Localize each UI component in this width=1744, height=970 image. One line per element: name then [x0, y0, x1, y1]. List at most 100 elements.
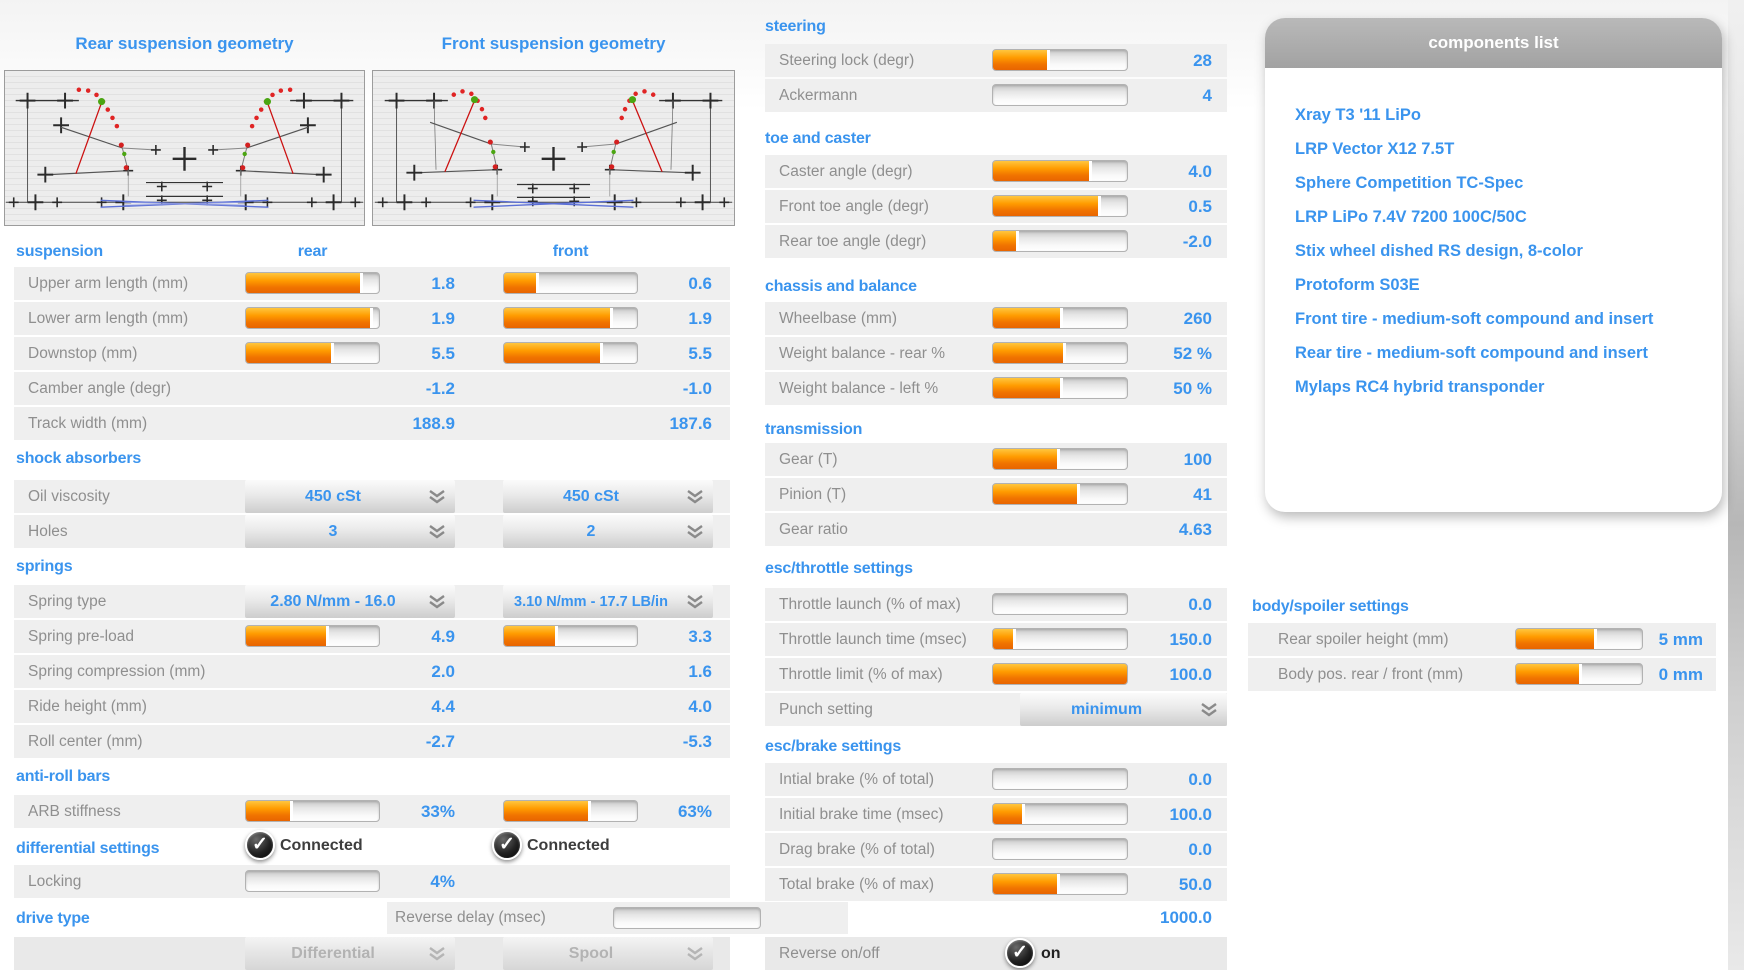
setting-label: Intial brake (% of total) — [779, 771, 935, 788]
rear-toe-slider[interactable] — [992, 230, 1128, 252]
component-item[interactable]: LRP Vector X12 7.5T — [1295, 140, 1455, 158]
steering-lock-slider[interactable] — [992, 49, 1128, 71]
chevron-double-down-icon — [429, 947, 445, 961]
arb-rear-slider[interactable] — [245, 800, 380, 822]
front-toe-value: 0.5 — [1188, 197, 1212, 216]
setting-label: Drag brake (% of total) — [779, 841, 935, 858]
punch-setting-dropdown[interactable]: minimum — [1020, 693, 1227, 726]
slider-fill — [504, 308, 611, 328]
throttle-launch-time-slider[interactable] — [992, 628, 1128, 650]
setting-label: Roll center (mm) — [28, 733, 143, 750]
row-throttle-limit: Throttle limit (% of max) 100.0 — [765, 658, 1227, 691]
upper-arm-front-slider[interactable] — [503, 272, 638, 294]
arb-front-slider[interactable] — [503, 800, 638, 822]
row-pinion: Pinion (T) 41 — [765, 478, 1227, 511]
holes-rear-dropdown[interactable]: 3 — [245, 515, 455, 548]
differential-settings-heading: differential settings — [16, 840, 160, 857]
row-upper-arm-length: Upper arm length (mm) 1.8 0.6 — [14, 267, 730, 300]
spring-preload-front-value: 3.3 — [688, 627, 712, 646]
component-item[interactable]: Protoform S03E — [1295, 276, 1420, 294]
steering-lock-value: 28 — [1193, 51, 1212, 70]
throttle-limit-slider[interactable] — [992, 663, 1128, 685]
row-drive-type: Differential Spool — [14, 937, 730, 970]
setting-label: Spring type — [28, 593, 107, 610]
drive-type-front-dropdown[interactable]: Spool — [503, 937, 713, 970]
slider-fill — [246, 308, 370, 328]
row-throttle-launch-time: Throttle launch time (msec) 150.0 — [765, 623, 1227, 656]
spring-compression-rear-value: 2.0 — [431, 662, 455, 681]
spring-preload-front-slider[interactable] — [503, 625, 638, 647]
weight-balance-left-slider[interactable] — [992, 377, 1128, 399]
lower-arm-front-slider[interactable] — [503, 307, 638, 329]
arb-front-connected-checkbox[interactable] — [492, 830, 522, 860]
component-item[interactable]: Mylaps RC4 hybrid transponder — [1295, 378, 1545, 396]
wheelbase-value: 260 — [1183, 309, 1212, 328]
slider-fill — [993, 196, 1098, 216]
row-rear-toe-angle: Rear toe angle (degr) -2.0 — [765, 225, 1227, 258]
setting-label: Ride height (mm) — [28, 698, 147, 715]
oil-viscosity-front-dropdown[interactable]: 450 cSt — [503, 480, 713, 513]
component-item[interactable]: Sphere Competition TC-Spec — [1295, 174, 1524, 192]
slider-fill — [993, 161, 1090, 181]
spring-preload-rear-slider[interactable] — [245, 625, 380, 647]
row-weight-balance-rear: Weight balance - rear % 52 % — [765, 337, 1227, 370]
row-total-brake: Total brake (% of max) 50.0 — [765, 868, 1227, 901]
pinion-slider[interactable] — [992, 483, 1128, 505]
initial-brake-slider[interactable] — [992, 768, 1128, 790]
slider-fill — [993, 308, 1060, 328]
holes-front-dropdown[interactable]: 2 — [503, 515, 713, 548]
spring-type-front-dropdown[interactable]: 3.10 N/mm - 17.7 LB/in — [503, 585, 713, 618]
row-reverse-delay: Reverse delay (msec) — [387, 902, 848, 934]
initial-brake-time-value: 100.0 — [1169, 805, 1212, 824]
spring-type-rear-dropdown[interactable]: 2.80 N/mm - 16.0 — [245, 585, 455, 618]
component-item[interactable]: Rear tire - medium-soft compound and ins… — [1295, 344, 1648, 362]
row-weight-balance-left: Weight balance - left % 50 % — [765, 372, 1227, 405]
component-item[interactable]: LRP LiPo 7.4V 7200 100C/50C — [1295, 208, 1527, 226]
reverse-on-off-checkbox[interactable] — [1005, 938, 1035, 968]
reverse-on-off-label: on — [1041, 945, 1061, 962]
ackermann-slider[interactable] — [992, 84, 1128, 106]
setting-label: Front toe angle (degr) — [779, 198, 929, 215]
setting-label: Initial brake time (msec) — [779, 806, 944, 823]
locking-slider[interactable] — [245, 870, 380, 892]
ride-height-front-value: 4.0 — [688, 697, 712, 716]
row-arb-stiffness: ARB stiffness 33% 63% — [14, 795, 730, 828]
component-item[interactable]: Front tire - medium-soft compound and in… — [1295, 310, 1654, 328]
slider-fill — [993, 484, 1078, 504]
total-brake-slider[interactable] — [992, 873, 1128, 895]
weight-balance-rear-slider[interactable] — [992, 342, 1128, 364]
arb-rear-connected-checkbox[interactable] — [245, 830, 275, 860]
body-spoiler-heading: body/spoiler settings — [1252, 598, 1409, 615]
drive-type-rear-dropdown[interactable]: Differential — [245, 937, 455, 970]
setting-label: Caster angle (degr) — [779, 163, 913, 180]
rear-spoiler-height-slider[interactable] — [1515, 628, 1643, 650]
component-item[interactable]: Xray T3 '11 LiPo — [1295, 106, 1421, 124]
oil-viscosity-rear-dropdown[interactable]: 450 cSt — [245, 480, 455, 513]
upper-arm-rear-slider[interactable] — [245, 272, 380, 294]
throttle-launch-slider[interactable] — [992, 593, 1128, 615]
row-punch-setting: Punch setting minimum — [765, 693, 1227, 726]
body-position-slider[interactable] — [1515, 663, 1643, 685]
row-wheelbase: Wheelbase (mm) 260 — [765, 302, 1227, 335]
setting-label: Wheelbase (mm) — [779, 310, 897, 327]
initial-brake-time-slider[interactable] — [992, 803, 1128, 825]
row-arb-connected: Connected Connected — [14, 829, 730, 862]
row-lower-arm-length: Lower arm length (mm) 1.9 1.9 — [14, 302, 730, 335]
drag-brake-slider[interactable] — [992, 838, 1128, 860]
reverse-delay-slider[interactable] — [613, 907, 761, 929]
wheelbase-slider[interactable] — [992, 307, 1128, 329]
setting-label: Punch setting — [779, 701, 873, 718]
pinion-value: 41 — [1193, 485, 1212, 504]
downstop-rear-slider[interactable] — [245, 342, 380, 364]
setting-label: Downstop (mm) — [28, 345, 138, 362]
lower-arm-front-value: 1.9 — [688, 309, 712, 328]
component-item[interactable]: Stix wheel dished RS design, 8-color — [1295, 242, 1583, 260]
downstop-front-slider[interactable] — [503, 342, 638, 364]
caster-angle-slider[interactable] — [992, 160, 1128, 182]
front-toe-slider[interactable] — [992, 195, 1128, 217]
gear-slider[interactable] — [992, 448, 1128, 470]
lower-arm-rear-slider[interactable] — [245, 307, 380, 329]
slider-fill — [504, 343, 600, 363]
chevron-double-down-icon — [1201, 703, 1217, 717]
steering-heading: steering — [765, 18, 826, 35]
